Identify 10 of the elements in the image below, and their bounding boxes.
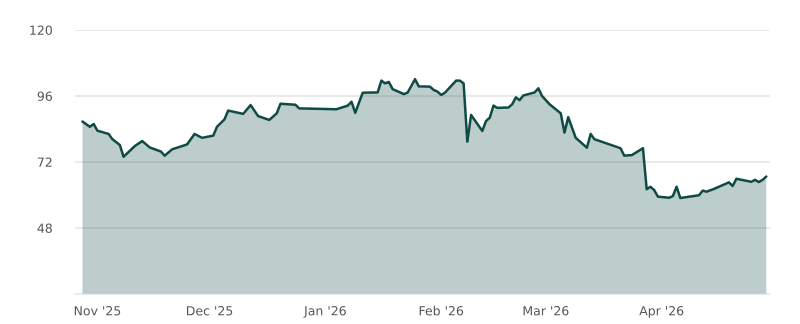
x-tick-label: Nov '25 (74, 306, 120, 316)
y-tick-label: 120 (30, 25, 52, 35)
y-tick-label: 48 (37, 223, 52, 233)
x-tick-label: Dec '25 (186, 306, 232, 316)
x-tick-label: Apr '26 (639, 306, 684, 318)
x-tick-label: Mar '26 (524, 306, 568, 316)
y-tick-label: 96 (38, 91, 52, 101)
y-tick-label: 72 (38, 157, 52, 167)
x-tick-label: Feb '26 (420, 306, 464, 316)
x-tick-label: Jan '26 (303, 306, 346, 318)
